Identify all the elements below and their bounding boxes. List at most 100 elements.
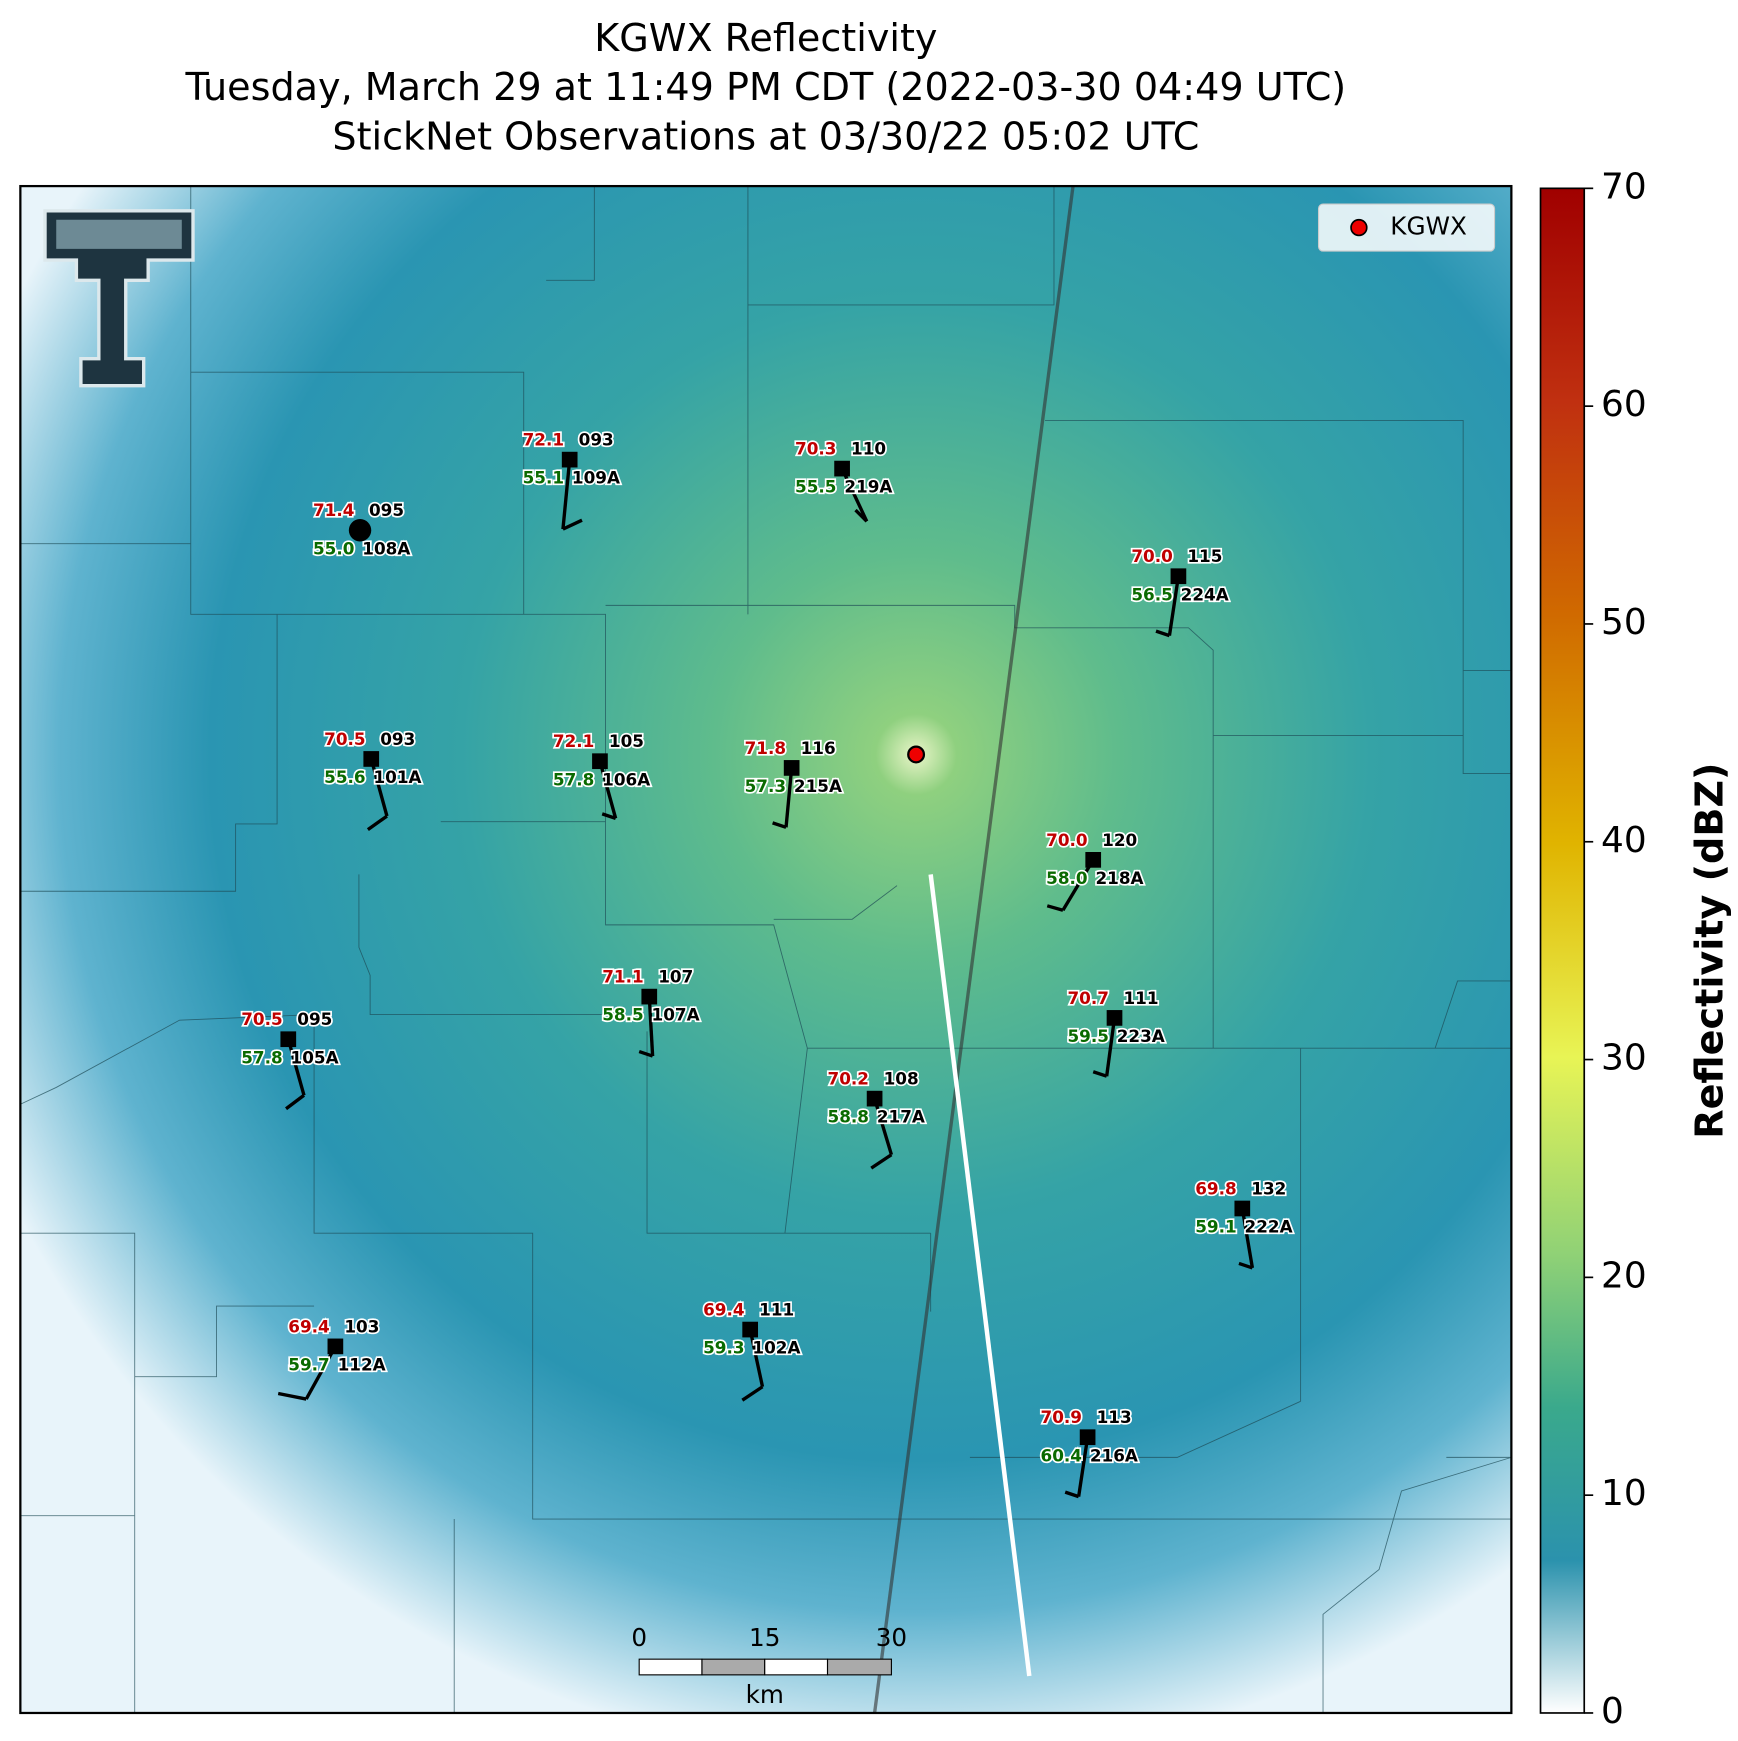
dewpoint: 55.6	[324, 767, 365, 787]
station-id: 102A	[752, 1338, 800, 1358]
wind-barb	[741, 1385, 764, 1402]
station-number: 110	[851, 439, 886, 459]
dewpoint: 57.8	[553, 769, 594, 789]
station-number: 115	[1187, 546, 1222, 566]
wind-barb	[1061, 858, 1095, 912]
dewpoint: 59.7	[288, 1354, 329, 1374]
station-marker	[1234, 1200, 1251, 1217]
station-id: 217A	[877, 1107, 925, 1127]
wind-barb	[601, 812, 617, 820]
dewpoint: 59.1	[1195, 1217, 1236, 1237]
wind-barb	[870, 1153, 893, 1170]
temperature: 70.7	[1067, 988, 1108, 1008]
wind-barb	[285, 1093, 305, 1111]
station-marker	[783, 760, 800, 776]
wind-barb	[1076, 1436, 1090, 1497]
station-id: 106A	[602, 769, 650, 789]
station-marker	[742, 1321, 759, 1338]
wind-barb	[277, 1391, 307, 1401]
dewpoint: 55.5	[795, 477, 836, 497]
temperature: 70.9	[1041, 1407, 1082, 1427]
scale-label: 0	[631, 1623, 647, 1652]
title: Tuesday, March 29 at 11:49 PM CDT (2022-…	[185, 65, 1347, 109]
tick-label: 30	[1601, 1038, 1647, 1079]
wind-barb	[286, 1038, 306, 1096]
wind-barb	[854, 508, 868, 523]
dewpoint: 57.8	[241, 1047, 282, 1067]
wind-barb	[748, 1329, 765, 1388]
temperature: 70.5	[241, 1009, 282, 1029]
station-id: 218A	[1095, 868, 1143, 888]
scale-label: 15	[749, 1623, 780, 1652]
station-number: 116	[801, 738, 836, 758]
wind-barb	[840, 467, 869, 523]
tick-label: 0	[1601, 1691, 1624, 1732]
wind-barb	[1046, 904, 1064, 912]
station-number: 107	[658, 967, 693, 987]
scale-label: 30	[876, 1623, 907, 1652]
station-id: 216A	[1090, 1445, 1138, 1465]
colorbar: Reflectivity (dBZ) 0 10 20 30 40 50 60 70	[1539, 166, 1732, 1732]
station-marker	[280, 1031, 297, 1048]
station-marker	[348, 519, 372, 542]
wind-barb	[1167, 575, 1181, 636]
station-number: 111	[759, 1300, 794, 1320]
colorbar-label: Reflectivity (dBZ)	[1688, 763, 1732, 1139]
station-marker	[327, 1338, 344, 1355]
temperature: 72.1	[523, 430, 564, 450]
beam-blockage	[928, 874, 1032, 1677]
temperature: 70.3	[795, 439, 836, 459]
radar-site	[907, 745, 926, 764]
logo	[43, 209, 195, 388]
radar-artifact	[872, 186, 1075, 1713]
temperature: 69.4	[703, 1300, 744, 1320]
wind-barb	[1238, 1261, 1253, 1270]
station-marker	[866, 1090, 883, 1107]
dewpoint: 58.8	[828, 1107, 869, 1127]
station-id: 215A	[794, 776, 842, 796]
legend: KGWX	[1317, 203, 1496, 252]
dewpoint: 57.3	[745, 776, 786, 796]
temperature: 70.2	[828, 1069, 869, 1089]
stations: 71.4 095 55.0 108A 72.1 093 55.1 109A 70.3 110 55.…	[240, 428, 1294, 1499]
tick-label: 20	[1601, 1255, 1647, 1296]
map-frame	[19, 184, 1513, 1715]
wind-barb	[598, 760, 618, 819]
station-number: 093	[380, 729, 415, 749]
station-id: 105A	[291, 1047, 339, 1067]
station-number: 095	[369, 500, 404, 520]
station-number: 095	[297, 1009, 332, 1029]
dewpoint: 59.3	[703, 1338, 744, 1358]
dewpoint: 59.5	[1067, 1026, 1108, 1046]
temperature: 70.0	[1046, 830, 1087, 850]
tick-label: 40	[1601, 820, 1647, 861]
station-marker	[834, 460, 850, 477]
title: StickNet Observations at 03/30/22 05:02 …	[332, 115, 1199, 159]
station-number: 113	[1097, 1407, 1132, 1427]
station-id: 108A	[362, 538, 410, 558]
map: 71.4 095 55.0 108A 72.1 093 55.1 109A 70.3 110 55.…	[20, 186, 1512, 1713]
dewpoint: 55.0	[313, 538, 354, 558]
legend-marker	[1350, 218, 1368, 237]
temperature: 69.8	[1195, 1178, 1236, 1198]
temperature: 70.5	[324, 729, 365, 749]
station-marker	[363, 751, 380, 767]
scale-unit: km	[746, 1680, 784, 1709]
wind-barb	[561, 459, 572, 530]
station-id: 101A	[373, 767, 421, 787]
station-id: 107A	[652, 1005, 700, 1025]
station-marker	[561, 451, 578, 468]
station-marker	[1106, 1010, 1123, 1026]
station-number: 093	[579, 430, 614, 450]
temperature: 71.1	[602, 967, 643, 987]
wind-barb	[1155, 629, 1170, 638]
dewpoint: 55.1	[523, 468, 564, 488]
temperature: 69.4	[288, 1316, 329, 1336]
legend-box	[1317, 203, 1496, 252]
station-marker	[1079, 1429, 1096, 1446]
wind-barb	[647, 996, 655, 1057]
wind-barb	[1240, 1208, 1255, 1269]
station-id: 223A	[1117, 1026, 1165, 1046]
tick-label: 50	[1601, 602, 1647, 643]
